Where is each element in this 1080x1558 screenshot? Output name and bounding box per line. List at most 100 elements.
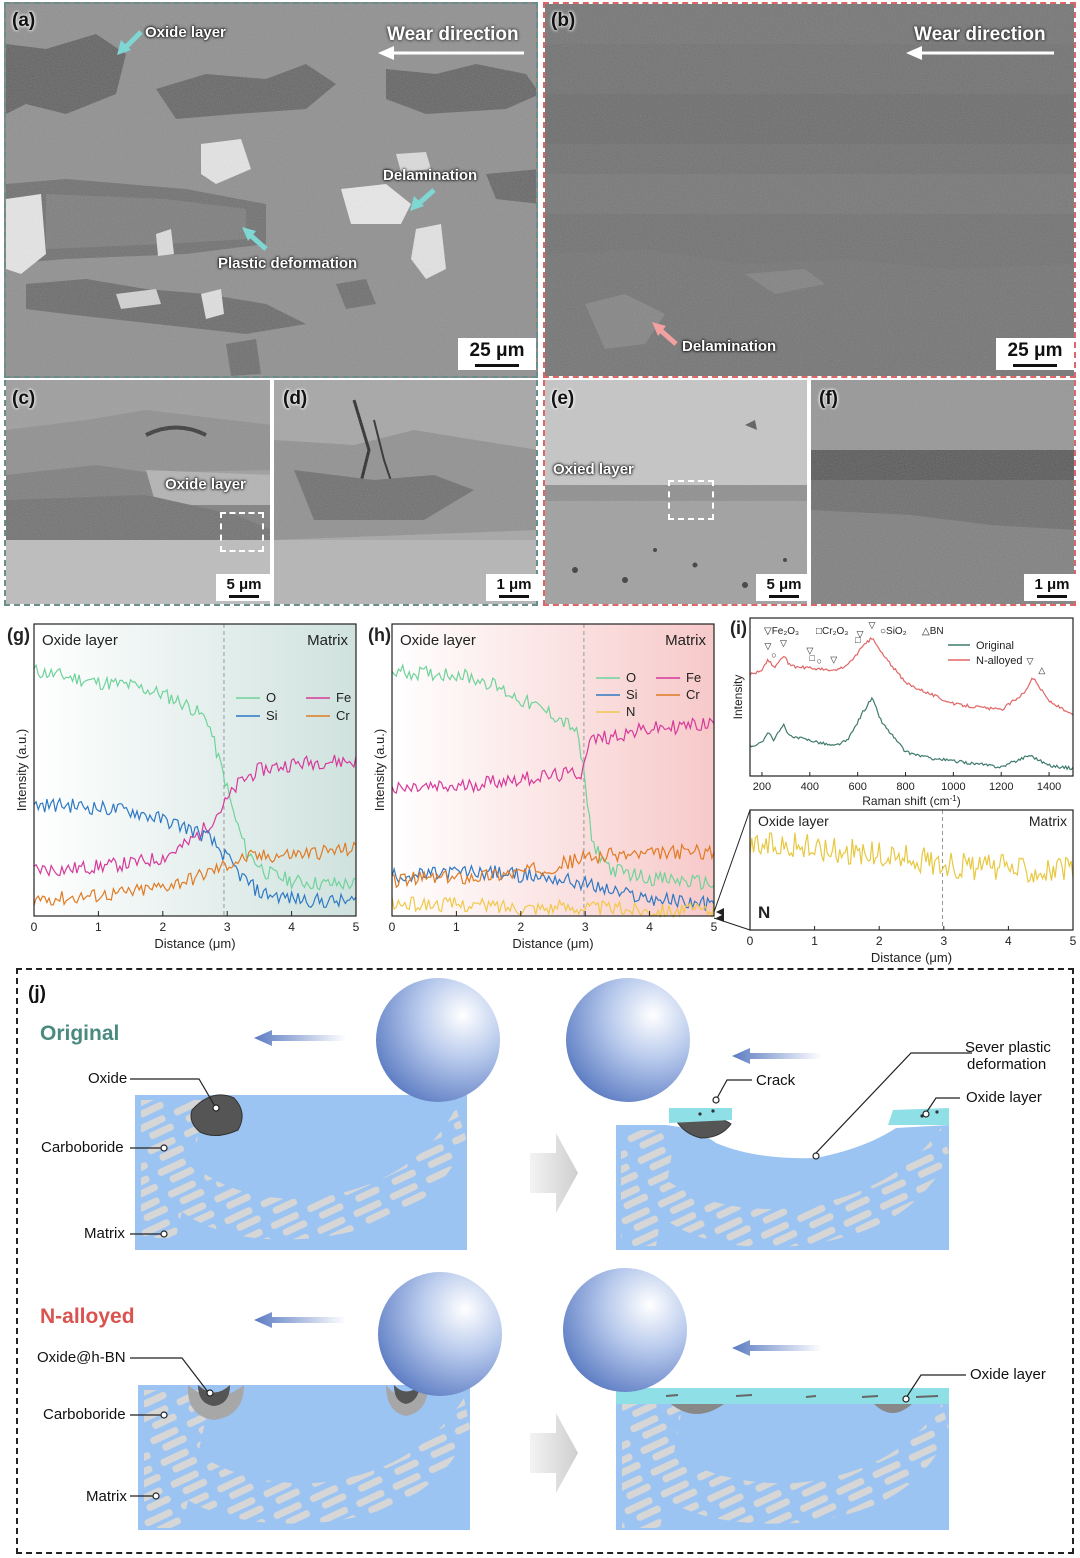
panel-label-f: (f) xyxy=(819,388,838,409)
scale-bar-f: 1 μm xyxy=(1024,574,1080,601)
x-tick-label: 3 xyxy=(582,920,589,934)
label-matrix-nalloyed: Matrix xyxy=(86,1488,127,1505)
marker-legend-3: △BN xyxy=(922,626,944,637)
connector-arrow xyxy=(716,914,724,922)
series-line-N xyxy=(391,896,715,919)
series-line-Si xyxy=(33,796,357,909)
chart-background xyxy=(750,810,1073,930)
peak-marker: ▽ xyxy=(1026,656,1033,666)
panel-label-d: (d) xyxy=(283,388,308,409)
marker-legend-0: ▽Fe₂O₃ xyxy=(764,626,799,637)
zoom-box-c xyxy=(220,512,264,552)
panel-label-g: (g) xyxy=(7,625,30,645)
wear-arrow-b xyxy=(906,46,1054,60)
connector-line xyxy=(713,917,751,931)
panel-label-c: (c) xyxy=(12,388,36,409)
series-line-O xyxy=(33,663,357,891)
ball-original-before xyxy=(376,978,500,1102)
plot-frame xyxy=(749,809,1074,931)
x-tick-label: 3 xyxy=(940,934,947,948)
annotation-oxide-layer-c: Oxide layer xyxy=(165,476,246,493)
scale-bar-text-f: 1 μm xyxy=(1034,576,1070,593)
annotation-oxied-layer-e: Oxied layer xyxy=(553,461,634,478)
x-tick-label: 600 xyxy=(848,781,866,793)
x-axis-label: Raman shift (cm-1) xyxy=(862,794,960,809)
chart-g: 0 1 2 3 4 5 Distance (μm) Intensity (a.u.) Oxide… xyxy=(7,623,360,951)
legend-label-N-alloyed: N-alloyed xyxy=(976,655,1022,667)
sem-image-b xyxy=(545,4,1074,376)
x-tick-label: 1200 xyxy=(989,781,1013,793)
plot-frame xyxy=(391,623,715,917)
region-label-right: Matrix xyxy=(307,632,348,649)
peak-marker: ▽ xyxy=(857,629,864,639)
peak-marker: ▽ xyxy=(869,620,876,630)
ball-nalloyed-after xyxy=(563,1268,687,1392)
x-tick-label: 4 xyxy=(646,920,653,934)
series-line-Fe xyxy=(33,754,357,878)
x-axis-label: Distance (μm) xyxy=(512,936,593,951)
series-line-Cr xyxy=(33,841,357,907)
label-sever-plastic-line1: Sever plastic xyxy=(965,1039,1051,1056)
x-tick-label: 400 xyxy=(801,781,819,793)
legend-label-Original: Original xyxy=(976,640,1014,652)
chart-h: 0 1 2 3 4 5 Distance (μm) Intensity (a.u.) Oxide… xyxy=(368,623,718,951)
x-tick-label: 1400 xyxy=(1037,781,1061,793)
panel-label-a: (a) xyxy=(12,10,36,31)
scale-bar-text-a: 25 μm xyxy=(469,340,525,361)
sem-panel-f xyxy=(811,380,1076,606)
legend-label-Si: Si xyxy=(266,708,278,723)
x-tick-label: 5 xyxy=(1070,934,1077,948)
original-block-after xyxy=(616,1108,949,1250)
peak-marker: ▽ xyxy=(806,645,813,655)
scale-bar-d: 1 μm xyxy=(486,574,542,601)
label-oxide-layer-original: Oxide layer xyxy=(966,1089,1042,1106)
series-line-O xyxy=(391,663,715,891)
x-tick-label: 4 xyxy=(1005,934,1012,948)
chart-background xyxy=(34,624,356,916)
peak-marker: □ xyxy=(855,635,861,645)
label-oxide-hbn: Oxide@h-BN xyxy=(37,1349,126,1366)
panel-label-i: (i) xyxy=(730,618,747,638)
sem-panel-a xyxy=(4,2,538,378)
label-carboboride-nalloyed: Carboboride xyxy=(43,1406,126,1423)
series-line-Cr xyxy=(391,842,715,889)
legend-label-Fe: Fe xyxy=(336,690,351,705)
sem-image-e xyxy=(545,380,807,604)
x-tick-label: 3 xyxy=(224,920,231,934)
zoom-box-e xyxy=(668,480,714,520)
sem-panel-c xyxy=(4,380,270,606)
label-oxide-layer-nalloyed: Oxide layer xyxy=(970,1366,1046,1383)
scale-bar-text-d: 1 μm xyxy=(496,576,532,593)
charts-area: 0 1 2 3 4 5 Distance (μm) Intensity (a.u.) Oxide… xyxy=(7,617,1077,965)
region-label-left: Oxide layer xyxy=(42,632,118,649)
x-tick-label: 5 xyxy=(353,920,360,934)
scale-bar-text-e: 5 μm xyxy=(766,576,802,593)
x-tick-label: 0 xyxy=(747,934,754,948)
title-original: Original xyxy=(40,1022,120,1045)
wear-arrow-a xyxy=(378,46,524,60)
motion-arrow-original-after xyxy=(732,1048,822,1064)
series-line-Original xyxy=(749,696,1074,771)
y-axis-label: Intensity xyxy=(731,675,745,720)
x-tick-label: 2 xyxy=(876,934,883,948)
label-sever-plastic-line2: deformation xyxy=(967,1056,1047,1073)
y-axis-label: Intensity (a.u.) xyxy=(14,729,29,811)
sem-image-f xyxy=(811,380,1074,604)
series-label-N: N xyxy=(758,903,770,922)
annotation-arrow-oxide-a xyxy=(117,30,143,55)
peak-marker: ▽ xyxy=(764,641,771,651)
connector-arrow xyxy=(716,908,724,916)
nalloyed-block-before xyxy=(138,1385,470,1530)
x-tick-label: 200 xyxy=(753,781,771,793)
sem-panel-b xyxy=(543,2,1076,378)
region-label-right: Matrix xyxy=(1029,813,1067,829)
legend-label-Si: Si xyxy=(626,687,638,702)
annotation-oxide-layer-a: Oxide layer xyxy=(145,24,226,41)
scale-bar-a: 25 μm xyxy=(458,338,536,370)
process-arrow-1 xyxy=(530,1133,578,1213)
scale-bar-c: 5 μm xyxy=(216,574,272,601)
region-label-left: Oxide layer xyxy=(758,813,829,829)
schematic-frame xyxy=(16,968,1074,1554)
sem-image-d xyxy=(274,380,536,604)
chart-i-raman: 200 400 600 800 1000 1200 1400 Raman shift (cm-… xyxy=(730,617,1074,809)
